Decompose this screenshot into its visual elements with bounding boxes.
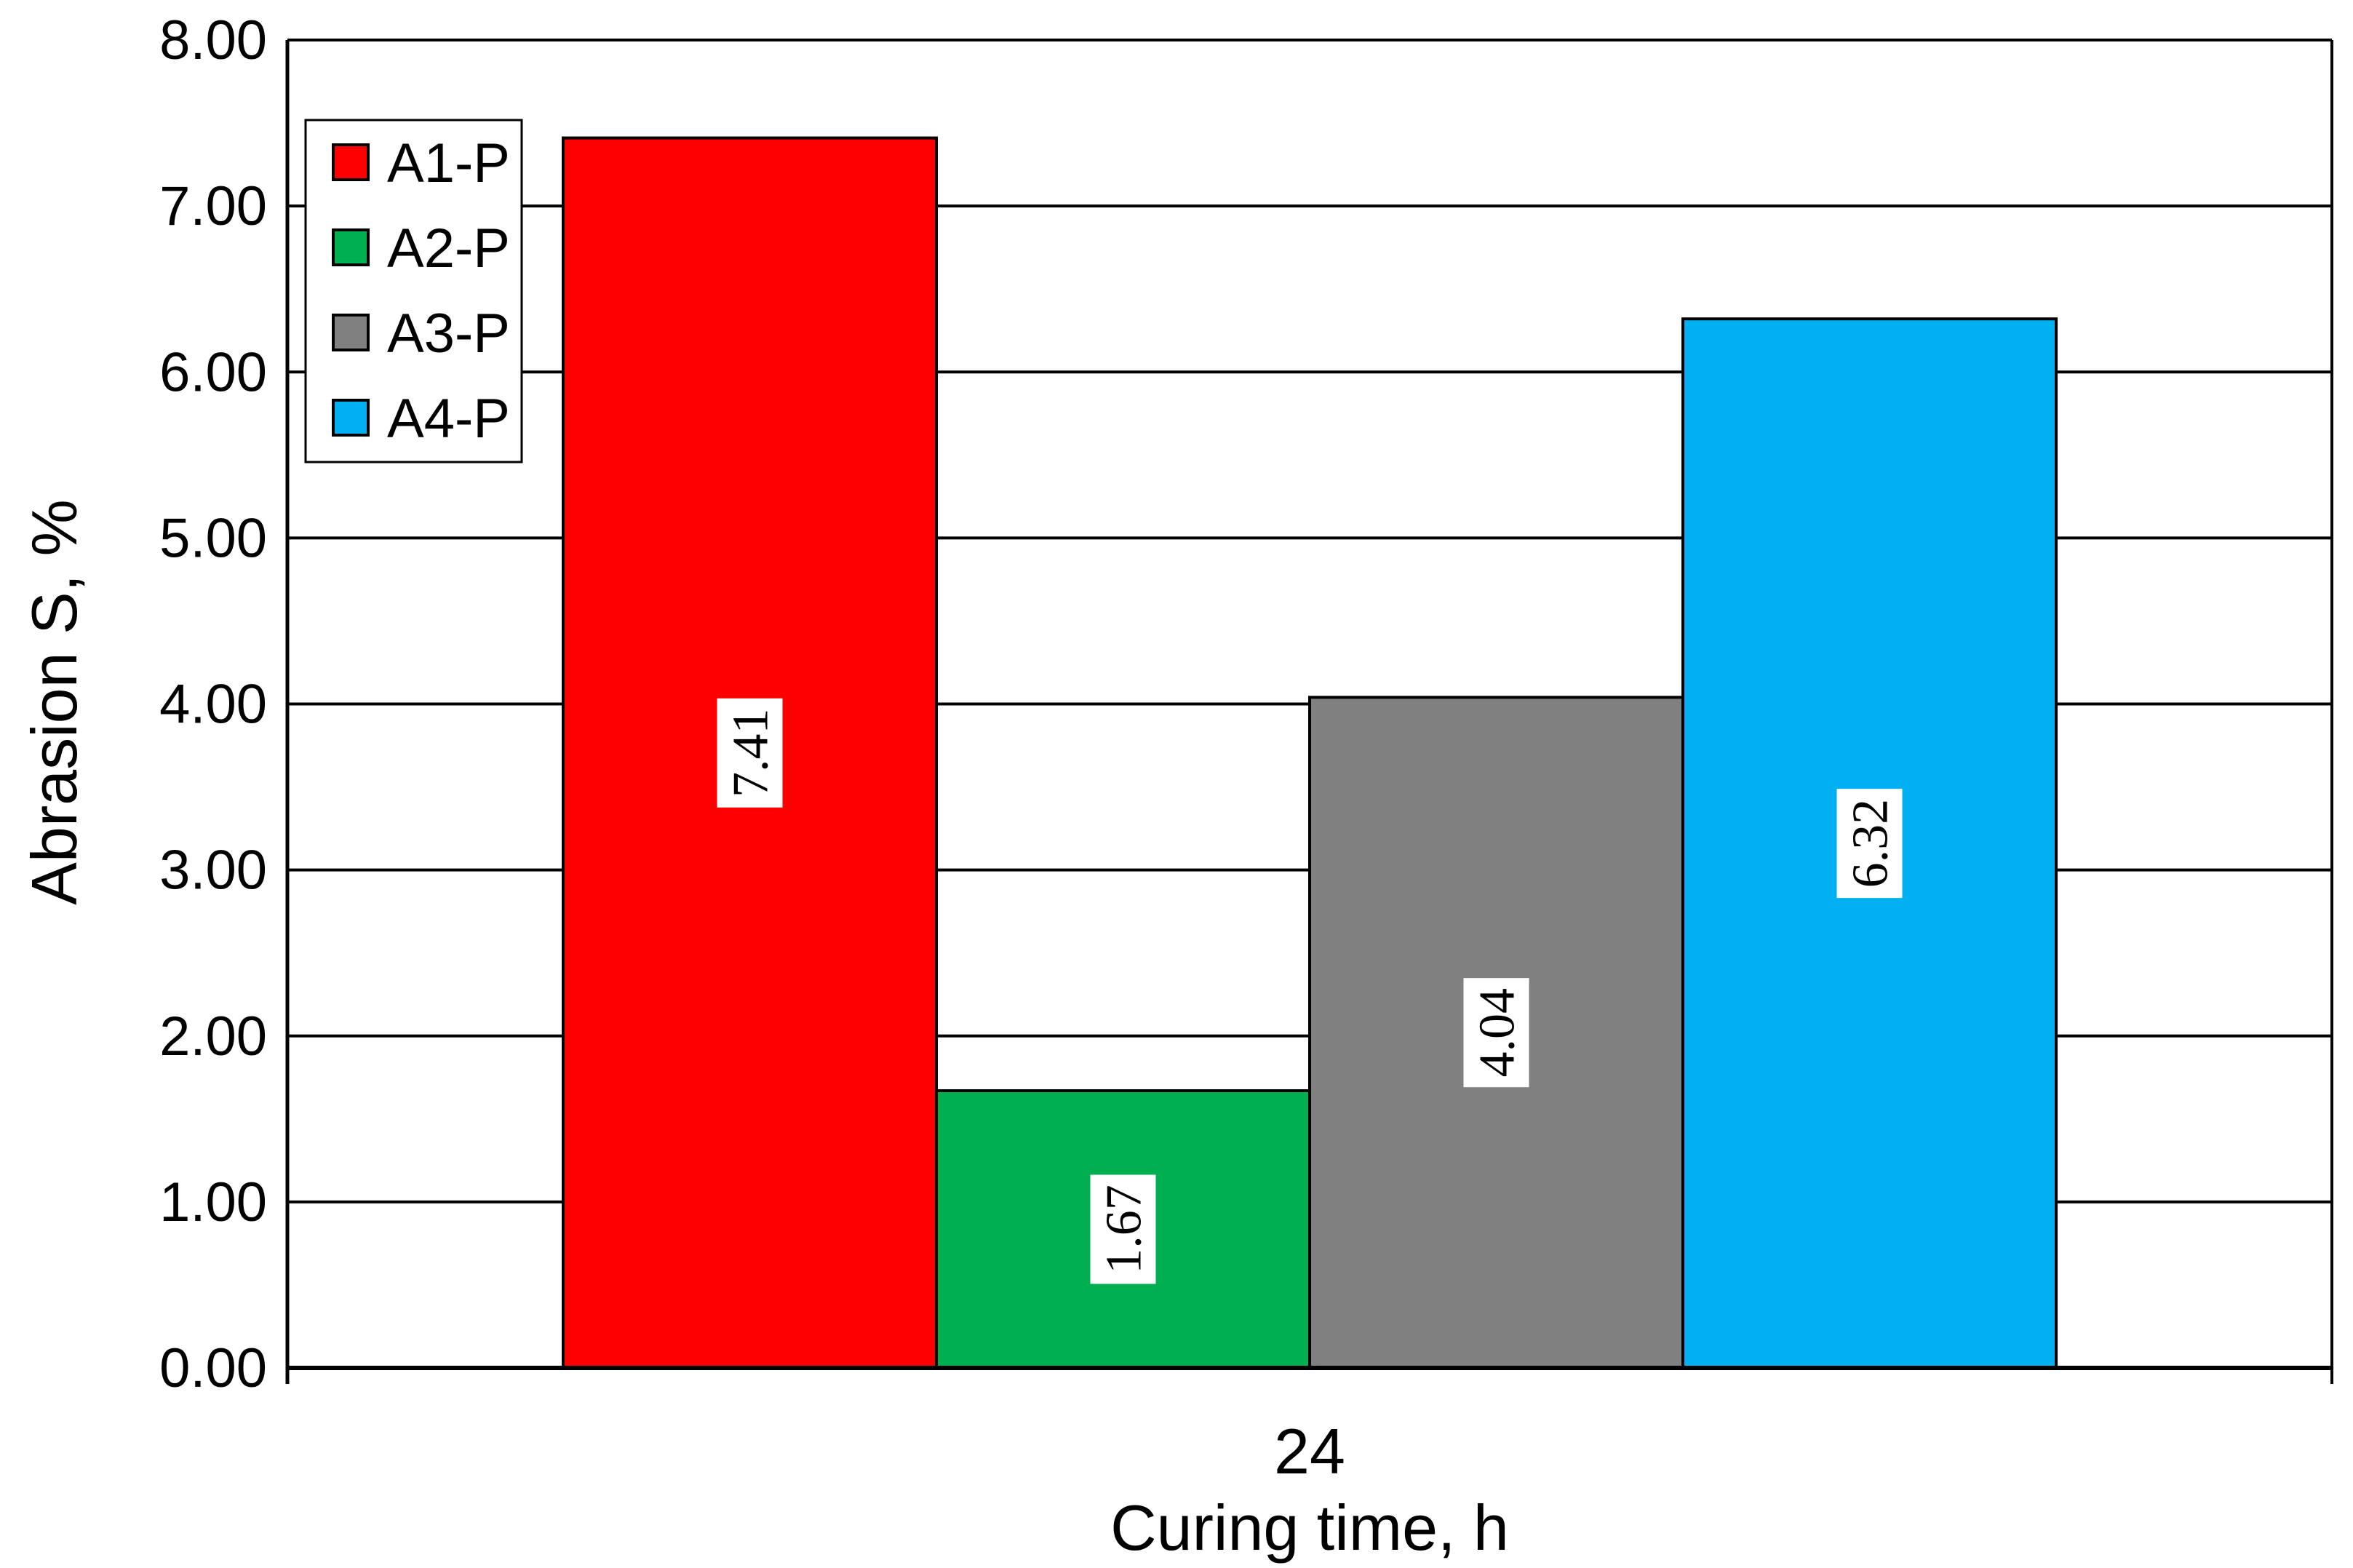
data-label-box: [717, 698, 783, 808]
y-tick-label: 4.00: [159, 674, 267, 736]
data-label-text: 4.04: [1470, 988, 1526, 1078]
y-tick-label: 2.00: [159, 1006, 267, 1067]
data-label: 4.04: [1463, 978, 1529, 1088]
data-label: 7.41: [717, 698, 783, 808]
y-tick-label: 7.00: [159, 175, 267, 237]
y-tick-label: 6.00: [159, 341, 267, 403]
y-tick-label: 1.00: [159, 1171, 267, 1233]
legend-label: A1-P: [387, 132, 510, 194]
axes: [285, 40, 2333, 1384]
data-labels: 7.41 1.67 4.04 6.32: [717, 698, 1903, 1284]
data-label-box: [1836, 789, 1903, 899]
data-label-box: [1463, 978, 1529, 1088]
legend-label: A2-P: [387, 218, 510, 279]
legend-swatch-a1-p: [332, 143, 370, 181]
bars: [562, 136, 2058, 1369]
legend-label: A3-P: [387, 303, 510, 365]
y-tick-label: 0.00: [159, 1337, 267, 1399]
data-label-text: 1.67: [1096, 1185, 1152, 1274]
legend: A1-P A2-P A3-P A4-P: [304, 119, 523, 463]
legend-swatch-a4-p: [332, 399, 370, 437]
legend-label: A4-P: [387, 388, 510, 450]
data-label-text: 7.41: [723, 709, 779, 798]
data-label: 6.32: [1836, 789, 1903, 899]
y-axis-title: Abrasion S, %: [18, 499, 90, 905]
legend-swatch-a2-p: [332, 228, 370, 266]
y-tick-label: 5.00: [159, 507, 267, 569]
data-label-text: 6.32: [1843, 799, 1899, 888]
data-label: 1.67: [1090, 1174, 1156, 1284]
data-label-box: [1090, 1174, 1156, 1284]
x-tick-label: 24: [1274, 1415, 1345, 1487]
y-tick-label: 3.00: [159, 840, 267, 902]
legend-swatch-a3-p: [332, 314, 370, 351]
y-tick-labels: 0.00 1.00 2.00 3.00 4.00 5.00 6.00 7.00 8.00: [159, 9, 267, 1399]
y-tick-label: 8.00: [159, 9, 267, 71]
x-axis-title: Curing time, h: [1110, 1492, 1509, 1564]
